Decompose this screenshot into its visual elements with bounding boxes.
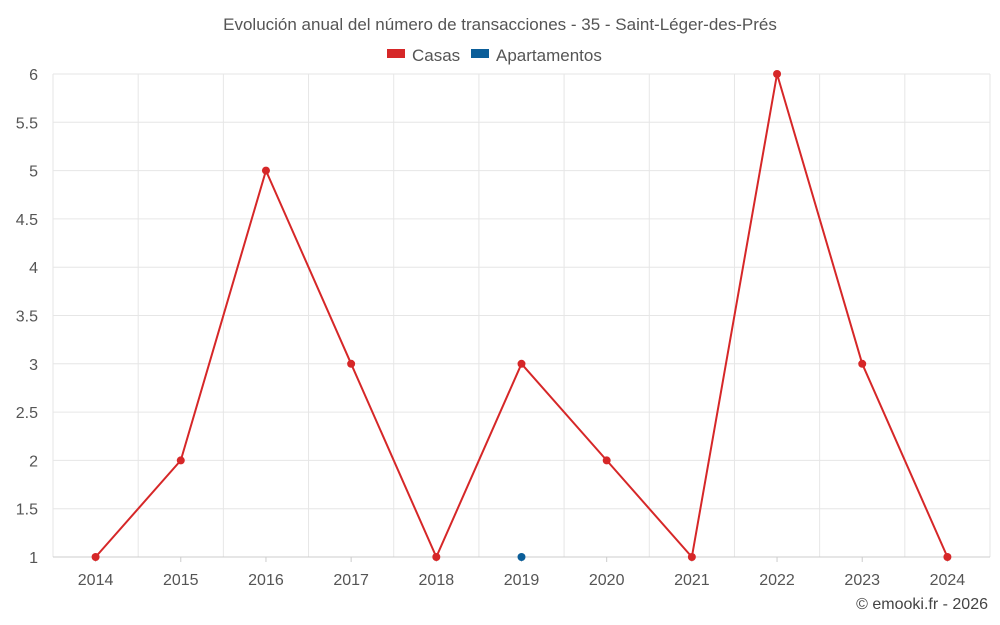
data-point-casas-2024[interactable]	[943, 553, 952, 561]
x-tick-label: 2018	[419, 572, 455, 589]
y-axis-ticks: 1 1.5 2 2.5 3 3.5 4 4.5 5 5.5 6	[16, 67, 38, 567]
y-tick-label: 2.5	[16, 405, 38, 422]
chart-legend: Casas Apartamentos	[387, 46, 602, 65]
x-axis-ticks: 2014 2015 2016 2017 2018 2019 2020 2021 2022 2023…	[78, 557, 966, 589]
data-point-apartamentos-2019[interactable]	[517, 553, 526, 561]
chart-title: Evolución anual del número de transaccio…	[223, 15, 777, 34]
x-tick-label: 2024	[930, 572, 966, 589]
x-tick-label: 2023	[844, 572, 880, 589]
legend-swatch-apartamentos	[471, 49, 489, 58]
y-tick-label: 6	[29, 67, 38, 84]
data-point-casas-2015[interactable]	[176, 456, 185, 465]
x-tick-label: 2022	[759, 572, 795, 589]
x-tick-label: 2015	[163, 572, 199, 589]
data-point-casas-2021[interactable]	[687, 553, 696, 561]
data-point-casas-2017[interactable]	[347, 359, 356, 368]
y-tick-label: 5.5	[16, 115, 38, 132]
legend-swatch-casas	[387, 49, 405, 58]
y-tick-label: 4.5	[16, 212, 38, 229]
x-tick-label: 2019	[504, 572, 540, 589]
x-tick-label: 2021	[674, 572, 710, 589]
legend-label-casas[interactable]: Casas	[412, 46, 460, 65]
grid-lines	[52, 73, 991, 558]
y-tick-label: 3	[29, 357, 38, 374]
x-tick-label: 2017	[333, 572, 369, 589]
data-point-casas-2014[interactable]	[91, 553, 100, 561]
x-tick-label: 2016	[248, 572, 284, 589]
x-tick-label: 2020	[589, 572, 625, 589]
data-point-casas-2023[interactable]	[858, 359, 867, 368]
credit-text: © emooki.fr - 2026	[856, 596, 988, 613]
y-tick-label: 3.5	[16, 309, 38, 326]
legend-label-apartamentos[interactable]: Apartamentos	[496, 46, 602, 65]
data-point-casas-2019[interactable]	[517, 359, 526, 368]
y-tick-label: 1	[29, 550, 38, 567]
data-point-casas-2018[interactable]	[432, 553, 441, 561]
y-tick-label: 5	[29, 164, 38, 181]
y-tick-label: 2	[29, 453, 38, 470]
data-point-casas-2020[interactable]	[602, 456, 611, 465]
data-point-casas-2022[interactable]	[773, 70, 782, 78]
series-layer	[91, 70, 952, 561]
x-tick-label: 2014	[78, 572, 114, 589]
y-tick-label: 1.5	[16, 502, 38, 519]
data-point-casas-2016[interactable]	[261, 166, 270, 175]
y-tick-label: 4	[29, 260, 38, 277]
